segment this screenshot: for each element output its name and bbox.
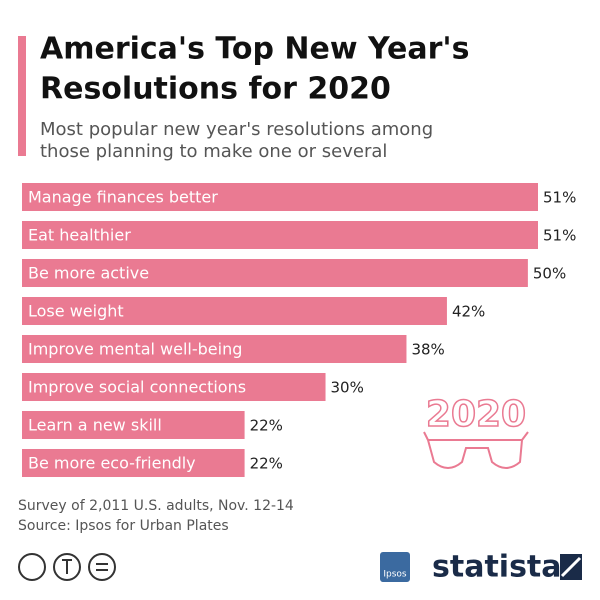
glasses-icon (423, 431, 529, 469)
note: Survey of 2,011 U.S. adults, Nov. 12-14 (18, 498, 294, 514)
bar (22, 411, 245, 439)
subtitle: Most popular new year's resolutions amon… (40, 119, 433, 140)
category-label: Improve social connections (28, 378, 246, 397)
title-accent (18, 36, 26, 156)
value-label: 51% (543, 189, 576, 207)
category-label: Lose weight (28, 302, 124, 321)
value-label: 42% (452, 303, 485, 321)
value-label: 30% (331, 379, 364, 397)
chart-title: America's Top New Year's (40, 32, 469, 67)
brand-icon-stroke (560, 556, 582, 578)
category-label: Be more active (28, 264, 149, 283)
partner-name: Ipsos (383, 570, 407, 580)
bar (22, 183, 538, 211)
value-label: 38% (411, 341, 444, 359)
value-label: 22% (250, 455, 283, 473)
category-label: Be more eco-friendly (28, 454, 196, 473)
category-label: Manage finances better (28, 188, 218, 207)
category-label: Improve mental well-being (28, 340, 242, 359)
bar (22, 335, 407, 363)
source: Source: Ipsos for Urban Plates (18, 518, 229, 534)
bar (22, 221, 538, 249)
bar (22, 297, 447, 325)
brand: statista (432, 550, 562, 585)
value-label: 51% (543, 227, 576, 245)
license-icons (18, 553, 116, 581)
subtitle: those planning to make one or several (40, 141, 387, 162)
category-label: Learn a new skill (28, 416, 162, 435)
annotation: 2020 (426, 394, 526, 435)
partner-logo (380, 552, 410, 582)
bar (22, 373, 326, 401)
value-label: 50% (533, 265, 566, 283)
chart-title: Resolutions for 2020 (40, 72, 391, 107)
category-label: Eat healthier (28, 226, 131, 245)
bar (22, 259, 528, 287)
value-label: 22% (250, 417, 283, 435)
bar (22, 449, 245, 477)
